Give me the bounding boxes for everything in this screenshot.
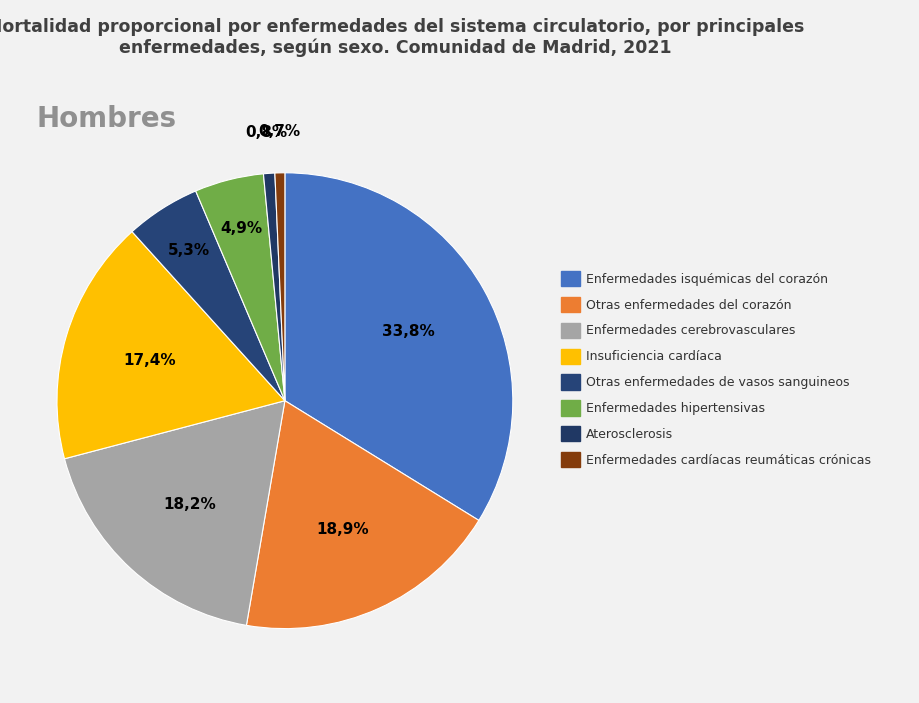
Wedge shape <box>196 174 285 401</box>
Wedge shape <box>57 232 285 459</box>
Text: 33,8%: 33,8% <box>382 324 435 340</box>
Wedge shape <box>64 401 285 626</box>
Legend: Enfermedades isquémicas del corazón, Otras enfermedades del corazón, Enfermedade: Enfermedades isquémicas del corazón, Otr… <box>558 267 875 471</box>
Wedge shape <box>275 173 285 401</box>
Wedge shape <box>132 191 285 401</box>
Text: Hombres: Hombres <box>37 105 176 134</box>
Text: 18,2%: 18,2% <box>163 498 216 512</box>
Wedge shape <box>285 173 513 520</box>
Text: 0,8%: 0,8% <box>245 125 288 140</box>
Text: 0,7%: 0,7% <box>258 124 300 139</box>
Text: Mortalidad proporcional por enfermedades del sistema circulatorio, por principal: Mortalidad proporcional por enfermedades… <box>0 18 805 57</box>
Text: 5,3%: 5,3% <box>168 243 210 259</box>
Wedge shape <box>246 401 479 628</box>
Text: 18,9%: 18,9% <box>317 522 369 537</box>
Text: 4,9%: 4,9% <box>221 221 262 236</box>
Text: 17,4%: 17,4% <box>123 353 176 368</box>
Wedge shape <box>264 173 285 401</box>
